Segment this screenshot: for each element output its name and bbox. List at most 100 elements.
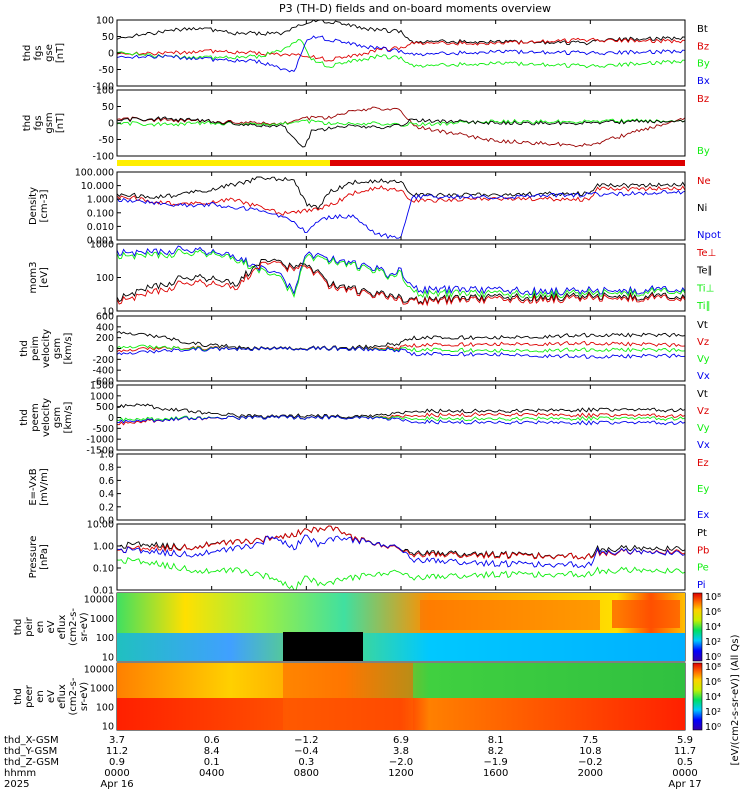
legend-By: By xyxy=(697,146,710,157)
y-axis-label: mom3 xyxy=(28,262,39,294)
y-axis-label: [cm-3] xyxy=(39,189,50,222)
series-fgs-gsm-Bz xyxy=(116,106,686,148)
y-tick-label: -500 xyxy=(92,424,114,435)
plot-title: P3 (TH-D) fields and on-board moments ov… xyxy=(279,2,551,15)
y-axis-label: sr-eV) xyxy=(79,612,90,641)
colorbar-tick: 10⁰ xyxy=(705,652,721,663)
y-tick-label: 0 xyxy=(108,344,114,355)
x-tick-Z: −2.0 xyxy=(389,757,413,768)
y-tick-label: 0.01 xyxy=(93,586,114,597)
y-tick-label: 0.10 xyxy=(93,564,114,575)
series-peim-velocity-Vy xyxy=(116,344,686,353)
y-tick-label: 0.4 xyxy=(99,489,114,500)
y-tick-label: -100 xyxy=(92,82,114,93)
series-density-Ne xyxy=(116,185,686,216)
y-tick-label: -1000 xyxy=(86,435,114,446)
y-tick-label: 100 xyxy=(96,86,114,97)
y-axis-label: (cm2-s- xyxy=(68,677,79,715)
y-tick-label: 10 xyxy=(102,307,114,318)
y-axis-label: gsm xyxy=(44,112,55,133)
panel-density: 100.000 10.000 1.000 0.100 0.010 0.001 Density… xyxy=(28,168,721,247)
y-tick-label: -50 xyxy=(98,65,114,76)
y-tick-label: 1.000 xyxy=(87,195,114,206)
x-tick-Z: 0.3 xyxy=(298,757,314,768)
x-tick-hhmm: 0400 xyxy=(199,768,224,779)
legend-Pb: Pb xyxy=(697,545,709,556)
y-tick-label: 0 xyxy=(108,413,114,424)
y-tick-label: -600 xyxy=(92,377,114,388)
legend-Pi: Pi xyxy=(697,580,706,591)
y-tick-label: 100 xyxy=(96,16,114,27)
colorbar-top xyxy=(692,592,703,662)
y-axis-label: thd xyxy=(19,409,30,426)
legend-Vy: Vy xyxy=(697,354,710,365)
x-row-label: thd_X-GSM xyxy=(4,735,59,746)
y-tick-label: 50 xyxy=(102,32,114,43)
y-axis-label: peem xyxy=(30,403,41,431)
y-tick-label: 10.000 xyxy=(81,181,114,192)
legend-Bt: Bt xyxy=(697,24,708,35)
series-temperature-Ti∥ xyxy=(116,248,686,299)
y-tick-label: -1500 xyxy=(86,446,114,457)
x-row-label: thd_Y-GSM xyxy=(4,746,57,757)
series-peim-velocity-Vx xyxy=(116,346,686,359)
series-temperature-Te⊥ xyxy=(116,260,686,307)
colorbar-bottom xyxy=(692,662,703,731)
y-axis-label: thd xyxy=(22,45,33,62)
x-tick-Y: 8.2 xyxy=(488,746,504,757)
y-tick-label: 500 xyxy=(96,402,114,413)
legend-Vt: Vt xyxy=(697,320,708,331)
y-tick-label: 0.2 xyxy=(99,502,114,513)
y-tick-label: 1000 xyxy=(90,391,114,402)
y-tick-label: 1000 xyxy=(90,684,114,695)
x-tick-hhmm: 1600 xyxy=(483,768,508,779)
legend-Ti⊥: Ti⊥ xyxy=(696,283,714,294)
legend-Ti∥: Ti∥ xyxy=(696,301,711,312)
y-axis-label: thd xyxy=(19,340,30,357)
series-peim-velocity-Vz xyxy=(116,340,686,353)
x-tick-date: Apr 17 xyxy=(668,779,701,790)
y-axis-label: thd xyxy=(22,115,33,132)
x-tick-date: Apr 16 xyxy=(100,779,133,790)
panel-efield: 1.0 0.8 0.6 0.4 0.2 0.0 E=-VxB [mV/m] Ez Ey Ex xyxy=(28,450,709,527)
y-tick-label: 10 xyxy=(102,722,114,733)
legend-Ne: Ne xyxy=(697,176,711,187)
y-axis-label: Density xyxy=(28,187,39,225)
colorbar-tick: 10⁸ xyxy=(705,592,721,603)
colorbar-label: [eV/(cm2-s-sr-eV)] (All Qs) xyxy=(730,634,741,765)
y-tick-label: 0.6 xyxy=(99,476,114,487)
x-tick-hhmm: 1200 xyxy=(388,768,413,779)
mode-bar xyxy=(117,160,685,166)
y-tick-label: 100 xyxy=(96,703,114,714)
y-axis-label: gsm xyxy=(52,338,63,359)
x-tick-Y: 8.4 xyxy=(204,746,220,757)
x-tick-hhmm: 0000 xyxy=(104,768,129,779)
y-axis-label: velocity xyxy=(41,398,52,437)
x-tick-Z: 0.5 xyxy=(677,757,693,768)
y-axis-label: [km/s] xyxy=(63,332,74,364)
x-tick-Y: 10.8 xyxy=(579,746,601,757)
peer-spectrogram-band xyxy=(283,663,413,730)
y-tick-label: 100 xyxy=(96,273,114,284)
x-tick-X: 7.5 xyxy=(582,735,598,746)
x-row-label: thd_Z-GSM xyxy=(4,757,59,768)
series-peim-velocity-Vt xyxy=(116,330,686,351)
panel-fgs-gse: 100 50 0 -50 -100 thd fgs gse [nT] Bt Bz By Bx xyxy=(22,16,710,93)
y-axis-label: eV xyxy=(46,620,57,633)
peir-spectrogram-band xyxy=(420,600,600,630)
y-axis-label: en xyxy=(35,690,46,703)
y-tick-label: 400 xyxy=(96,322,114,333)
x-tick-Z: 0.1 xyxy=(204,757,220,768)
series-density-Ni xyxy=(116,176,686,210)
y-axis-label: sr-eV) xyxy=(79,682,90,711)
series-fgs-gse-Bz xyxy=(116,37,686,62)
y-tick-label: 1500 xyxy=(90,381,114,392)
y-tick-label: -100 xyxy=(92,152,114,163)
y-tick-label: 0.8 xyxy=(99,463,114,474)
mode-bar-segment xyxy=(330,160,685,166)
y-axis-label: eflux xyxy=(57,684,68,709)
y-tick-label: -400 xyxy=(92,366,114,377)
